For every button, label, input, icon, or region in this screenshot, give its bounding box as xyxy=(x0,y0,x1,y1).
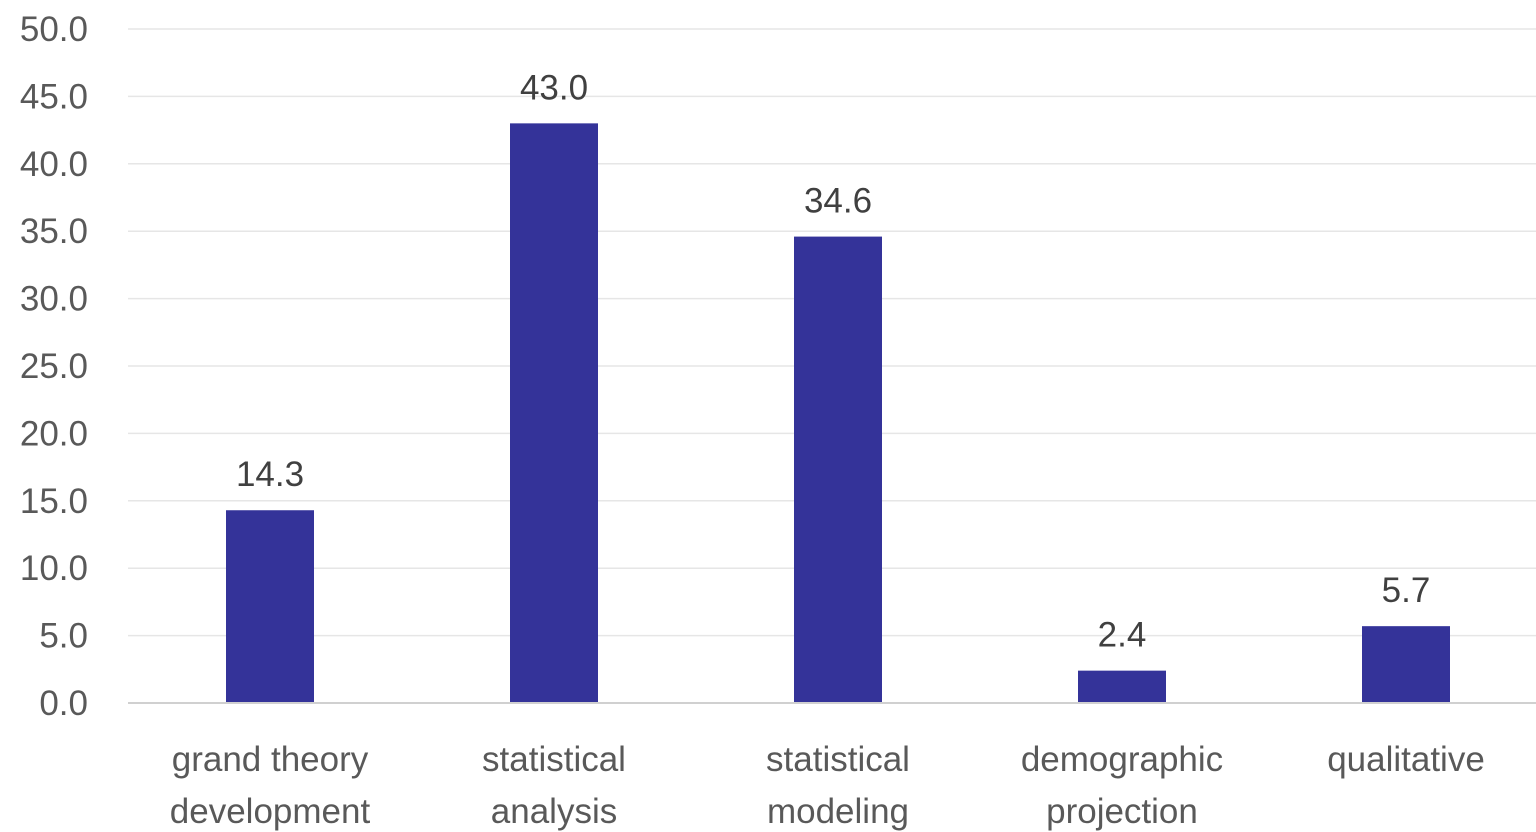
y-tick-label: 45.0 xyxy=(20,77,88,116)
y-tick-label: 5.0 xyxy=(39,617,88,656)
y-tick-label: 30.0 xyxy=(20,280,88,319)
data-label: 34.6 xyxy=(804,182,872,221)
category-label: development xyxy=(170,792,371,831)
bar xyxy=(1362,626,1450,703)
data-label: 2.4 xyxy=(1098,616,1147,655)
category-label: statistical xyxy=(482,740,626,779)
category-label: analysis xyxy=(491,792,617,831)
category-label: grand theory xyxy=(172,740,369,779)
category-label: statistical xyxy=(766,740,910,779)
bars xyxy=(226,123,1450,704)
bar xyxy=(794,236,882,704)
category-label: modeling xyxy=(767,792,909,831)
bar xyxy=(226,510,314,703)
bar xyxy=(510,123,598,704)
data-label: 14.3 xyxy=(236,455,304,494)
y-tick-label: 50.0 xyxy=(20,10,88,49)
y-axis-ticks: 0.0 5.0 10.0 15.0 20.0 25.0 30.0 35.0 40.0 45.0 50… xyxy=(20,10,88,723)
y-tick-label: 0.0 xyxy=(39,684,88,723)
y-tick-label: 35.0 xyxy=(20,212,88,251)
y-tick-label: 10.0 xyxy=(20,549,88,588)
bar xyxy=(1078,670,1166,703)
data-label: 43.0 xyxy=(520,68,588,107)
category-label: demographic xyxy=(1021,740,1223,779)
data-labels: 14.3 43.0 34.6 2.4 5.7 xyxy=(236,68,1430,654)
y-tick-label: 20.0 xyxy=(20,414,88,453)
y-tick-label: 25.0 xyxy=(20,347,88,386)
category-label: projection xyxy=(1046,792,1198,831)
category-label: qualitative xyxy=(1327,740,1485,779)
x-axis-categories: grand theory development statistical analys… xyxy=(170,740,1485,831)
data-label: 5.7 xyxy=(1382,571,1431,610)
y-tick-label: 40.0 xyxy=(20,145,88,184)
y-tick-label: 15.0 xyxy=(20,482,88,521)
